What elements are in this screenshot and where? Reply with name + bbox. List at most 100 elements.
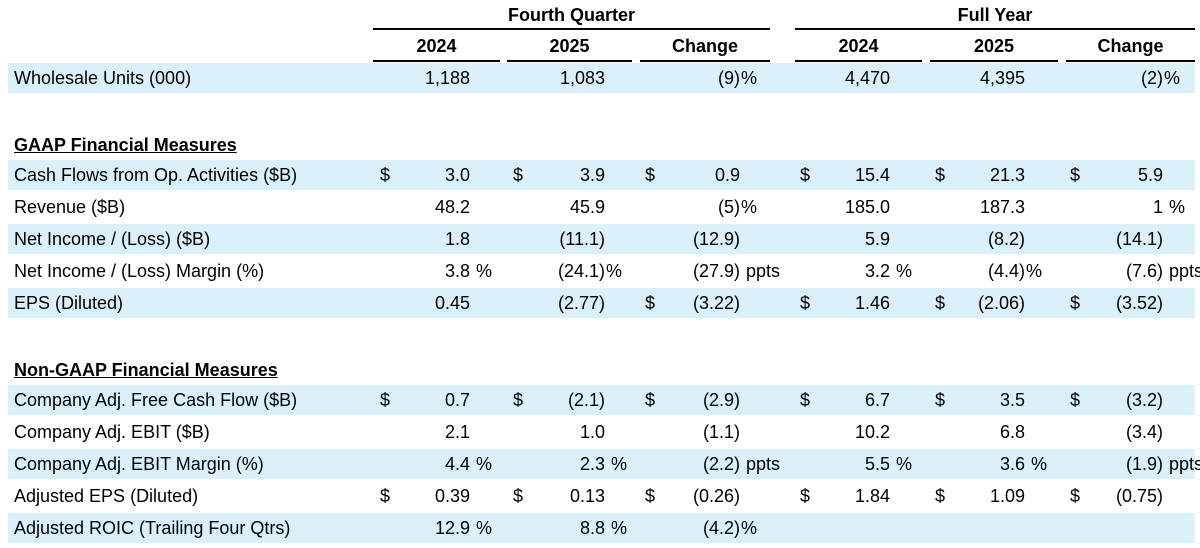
column-header: Change: [671, 36, 738, 56]
cell-value: 0.9: [714, 165, 740, 185]
row-label: Adjusted EPS (Diluted): [14, 486, 199, 506]
row-band: [8, 63, 1195, 93]
column-rule: [1066, 60, 1195, 62]
cell-value: 5.5: [864, 454, 890, 474]
row-label: Cash Flows from Op. Activities ($B): [14, 165, 298, 185]
cell-value: 2.3: [579, 454, 605, 474]
cell-value: (1.1): [702, 422, 740, 442]
cell-suffix: ppts: [1169, 261, 1200, 281]
row-band: [8, 513, 1195, 543]
cell-value: 3.2: [864, 261, 890, 281]
cell-value: 2.1: [444, 422, 470, 442]
dollar-sign: $: [935, 293, 946, 313]
cell-suffix: %: [1169, 197, 1186, 217]
dollar-sign: $: [935, 165, 946, 185]
cell-value: 187.3: [979, 197, 1025, 217]
cell-value: 0.7: [444, 390, 470, 410]
cell-value: (2.77): [557, 293, 605, 313]
cell-value: 1: [1152, 197, 1163, 217]
row-label: Company Adj. EBIT ($B): [14, 422, 210, 442]
cell-value: (0.75): [1115, 486, 1163, 506]
column-rule: [507, 60, 632, 62]
row-label: Net Income / (Loss) ($B): [14, 229, 211, 249]
dollar-sign: $: [645, 486, 656, 506]
dollar-sign: $: [800, 165, 811, 185]
cell-suffix: %: [611, 518, 628, 538]
row-label: Adjusted ROIC (Trailing Four Qtrs): [14, 518, 291, 538]
dollar-sign: $: [513, 165, 524, 185]
column-header: 2024: [838, 36, 879, 56]
cell-value: 3.8: [444, 261, 470, 281]
column-header: 2025: [549, 36, 590, 56]
cell-value: 1.84: [854, 486, 890, 506]
cell-value: 3.0: [444, 165, 470, 185]
cell-value: (0.26): [692, 486, 740, 506]
row-band: [8, 385, 1195, 415]
cell-value: (5): [718, 197, 740, 217]
section-title: Non-GAAP Financial Measures: [14, 360, 278, 380]
row-label: Wholesale Units (000): [14, 68, 192, 88]
column-header: Change: [1097, 36, 1164, 56]
cell-suffix: %: [741, 518, 758, 538]
cell-value: (9): [718, 68, 740, 88]
cell-value: 45.9: [569, 197, 605, 217]
cell-suffix: %: [606, 261, 623, 281]
cell-value: 3.6: [999, 454, 1025, 474]
group-header: Full Year: [957, 5, 1033, 25]
cell-suffix: %: [476, 261, 493, 281]
cell-suffix: %: [896, 261, 913, 281]
row-label: EPS (Diluted): [14, 293, 124, 313]
cell-value: (2.06): [977, 293, 1025, 313]
cell-value: 4,395: [979, 68, 1025, 88]
cell-value: 6.8: [999, 422, 1025, 442]
row-label: Revenue ($B): [14, 197, 126, 217]
cell-value: (3.22): [692, 293, 740, 313]
cell-suffix: %: [611, 454, 628, 474]
cell-value: 1,083: [559, 68, 605, 88]
cell-value: 1.0: [579, 422, 605, 442]
row-label: Company Adj. EBIT Margin (%): [14, 454, 264, 474]
cell-suffix: %: [741, 68, 758, 88]
cell-value: (4.4): [987, 261, 1025, 281]
cell-value: (2.9): [702, 390, 740, 410]
dollar-sign: $: [1070, 486, 1081, 506]
group-rule: [795, 28, 1195, 30]
row-band: [8, 288, 1195, 318]
cell-value: 5.9: [864, 229, 890, 249]
dollar-sign: $: [935, 486, 946, 506]
cell-value: (24.1): [557, 261, 605, 281]
dollar-sign: $: [380, 165, 391, 185]
cell-value: 6.7: [864, 390, 890, 410]
cell-value: (7.6): [1125, 261, 1163, 281]
cell-value: (2.1): [567, 390, 605, 410]
dollar-sign: $: [645, 165, 656, 185]
dollar-sign: $: [380, 390, 391, 410]
cell-value: 0.39: [434, 486, 470, 506]
cell-value: 0.45: [434, 293, 470, 313]
cell-value: 4.4: [444, 454, 470, 474]
cell-value: (4.2): [702, 518, 740, 538]
cell-value: 1.8: [444, 229, 470, 249]
group-rule: [373, 28, 770, 30]
dollar-sign: $: [800, 293, 811, 313]
cell-value: 48.2: [434, 197, 470, 217]
cell-value: 5.9: [1137, 165, 1163, 185]
column-rule: [373, 60, 500, 62]
dollar-sign: $: [800, 486, 811, 506]
row-band: [8, 449, 1195, 479]
cell-value: (11.1): [559, 229, 605, 249]
cell-suffix: %: [1164, 68, 1181, 88]
cell-value: 1.46: [854, 293, 890, 313]
cell-value: 10.2: [854, 422, 890, 442]
cell-suffix: ppts: [746, 261, 781, 281]
dollar-sign: $: [935, 390, 946, 410]
column-header: 2025: [973, 36, 1015, 56]
cell-value: (2.2): [702, 454, 740, 474]
cell-value: 15.4: [854, 165, 890, 185]
cell-value: (27.9): [692, 261, 740, 281]
dollar-sign: $: [1070, 390, 1081, 410]
cell-value: 4,470: [844, 68, 890, 88]
column-rule: [795, 60, 922, 62]
dollar-sign: $: [645, 390, 656, 410]
